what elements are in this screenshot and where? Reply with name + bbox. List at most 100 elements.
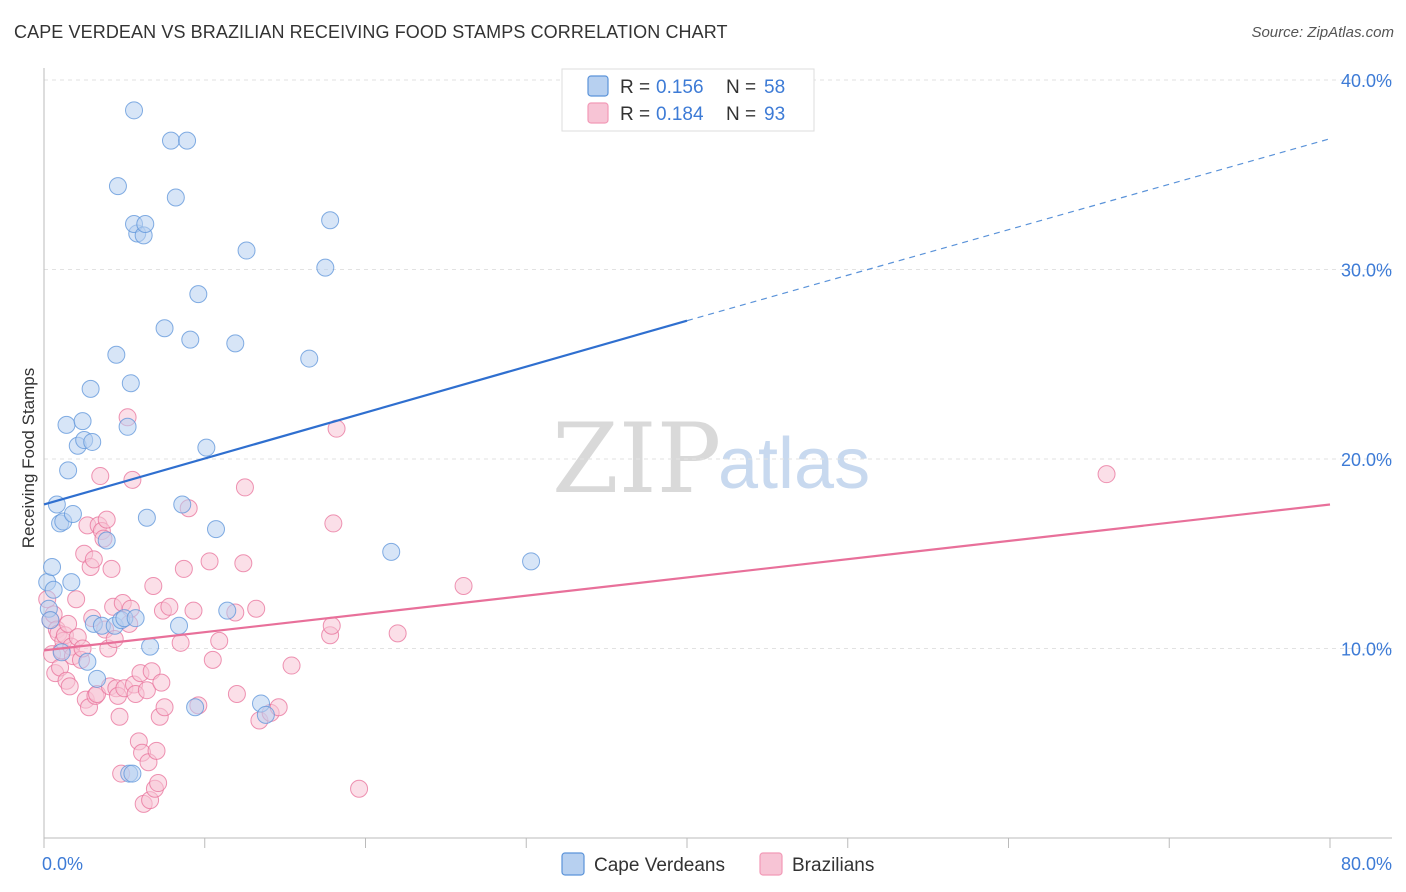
cape-verdean-point-2 xyxy=(41,611,60,630)
cape-verdean-point-4 xyxy=(44,580,63,599)
cape-verdean-point-25 xyxy=(108,177,127,196)
legend-n-label-1: N = xyxy=(726,77,756,98)
x-tick-label-1: 80.0% xyxy=(1341,854,1392,874)
legend-r-value-1: 0.156 xyxy=(656,77,704,98)
brazilian-point-65 xyxy=(152,673,171,692)
cape-verdean-point-58 xyxy=(321,211,340,230)
cape-verdean-point-45 xyxy=(178,131,197,150)
legend-swatch-brazilians xyxy=(587,102,609,124)
brazilian-point-63 xyxy=(149,774,168,793)
cape-verdean-point-43 xyxy=(170,616,189,635)
brazilian-point-37 xyxy=(102,559,121,578)
brazilian-point-13 xyxy=(60,677,79,696)
cape-verdean-point-39 xyxy=(141,637,160,656)
cape-verdean-point-29 xyxy=(121,374,140,393)
y-tick-label-1: 20.0% xyxy=(1341,450,1392,470)
legend-r-label-1: R = xyxy=(620,77,650,98)
brazilian-point-91 xyxy=(388,624,407,643)
brazilian-point-88 xyxy=(324,514,343,533)
brazilian-point-60 xyxy=(144,576,163,595)
cape-verdean-point-44 xyxy=(173,495,192,514)
cape-verdean-point-48 xyxy=(189,285,208,304)
series-legend-swatch-cape-verdeans xyxy=(561,852,585,876)
brazilian-point-90 xyxy=(350,779,369,798)
cape-verdean-point-7 xyxy=(52,643,71,662)
cape-verdean-point-57 xyxy=(316,258,335,277)
legend-n-value-1: 58 xyxy=(764,77,785,98)
cape-verdean-point-10 xyxy=(59,461,78,480)
chart-title: CAPE VERDEAN VS BRAZILIAN RECEIVING FOOD… xyxy=(14,22,728,42)
cape-verdean-point-55 xyxy=(256,705,275,724)
brazilian-point-70 xyxy=(174,559,193,578)
cape-verdean-point-3 xyxy=(43,558,62,577)
brazilian-point-72 xyxy=(184,601,203,620)
data-points xyxy=(38,101,1116,813)
brazilian-point-75 xyxy=(203,650,222,669)
brazilian-point-79 xyxy=(234,554,253,573)
cape-verdean-point-38 xyxy=(137,508,156,527)
cape-verdean-point-22 xyxy=(97,531,116,550)
cape-verdean-point-52 xyxy=(226,334,245,353)
axes xyxy=(43,68,1392,848)
cape-verdean-point-24 xyxy=(107,345,126,364)
y-tick-label-0: 10.0% xyxy=(1341,640,1392,660)
cape-verdean-trend-line xyxy=(43,319,688,506)
brazilian-point-69 xyxy=(171,633,190,652)
cape-verdean-point-18 xyxy=(83,432,102,451)
trend-lines xyxy=(43,138,1331,652)
cape-verdean-point-60 xyxy=(522,552,541,571)
legend-r-value-2: 0.184 xyxy=(656,104,704,125)
brazilian-point-81 xyxy=(247,599,266,618)
series-legend: Cape Verdeans Brazilians xyxy=(561,852,874,876)
cape-verdean-point-16 xyxy=(78,652,97,671)
brazilian-point-74 xyxy=(200,552,219,571)
brazilian-point-93 xyxy=(1097,465,1116,484)
cape-verdean-point-37 xyxy=(136,215,155,234)
brazilian-point-34 xyxy=(97,510,116,529)
brazilian-point-67 xyxy=(155,698,174,717)
legend-n-label-2: N = xyxy=(726,104,756,125)
cape-verdean-point-59 xyxy=(382,542,401,561)
cape-verdean-point-46 xyxy=(181,330,200,349)
brazilian-point-26 xyxy=(84,550,103,569)
legend-r-label-2: R = xyxy=(620,104,650,125)
brazilian-point-42 xyxy=(110,707,129,726)
y-axis-label: Receiving Food Stamps xyxy=(19,368,38,548)
cape-verdean-point-20 xyxy=(88,669,107,688)
brazilian-point-16 xyxy=(67,590,86,609)
brazilian-trend-line xyxy=(43,503,1331,652)
cape-verdean-point-14 xyxy=(73,412,92,431)
cape-verdean-point-32 xyxy=(126,609,145,628)
tick-labels: 10.0% 20.0% 30.0% 40.0% 0.0% 80.0% xyxy=(42,71,1392,874)
x-tick-label-0: 0.0% xyxy=(42,854,83,874)
cape-verdean-point-12 xyxy=(63,504,82,523)
cape-verdean-point-42 xyxy=(166,188,185,207)
cape-verdean-point-33 xyxy=(123,764,142,783)
cape-verdean-point-9 xyxy=(57,415,76,434)
watermark-atlas: atlas xyxy=(718,424,870,504)
brazilian-point-56 xyxy=(137,681,156,700)
brazilian-point-85 xyxy=(282,656,301,675)
legend-n-value-2: 93 xyxy=(764,104,785,125)
series-legend-brazilians: Brazilians xyxy=(792,855,874,876)
cape-verdean-trend-extension xyxy=(686,138,1331,322)
cape-verdean-point-41 xyxy=(161,131,180,150)
cape-verdean-point-50 xyxy=(207,520,226,539)
brazilian-point-87 xyxy=(322,616,341,635)
brazilian-point-12 xyxy=(59,614,78,633)
cape-verdean-point-17 xyxy=(81,379,100,398)
cape-verdean-point-49 xyxy=(197,438,216,457)
cape-verdean-point-56 xyxy=(300,349,319,368)
brazilian-point-78 xyxy=(227,684,246,703)
brazilian-point-30 xyxy=(91,467,110,486)
y-tick-label-3: 40.0% xyxy=(1341,71,1392,91)
cape-verdean-point-51 xyxy=(218,601,237,620)
cape-verdean-point-53 xyxy=(237,241,256,260)
brazilian-point-62 xyxy=(147,741,166,760)
y-tick-label-2: 30.0% xyxy=(1341,261,1392,281)
brazilian-point-76 xyxy=(210,631,229,650)
source-label: Source: ZipAtlas.com xyxy=(1251,24,1394,41)
legend-swatch-cape-verdeans xyxy=(587,75,609,97)
brazilian-point-80 xyxy=(235,478,254,497)
